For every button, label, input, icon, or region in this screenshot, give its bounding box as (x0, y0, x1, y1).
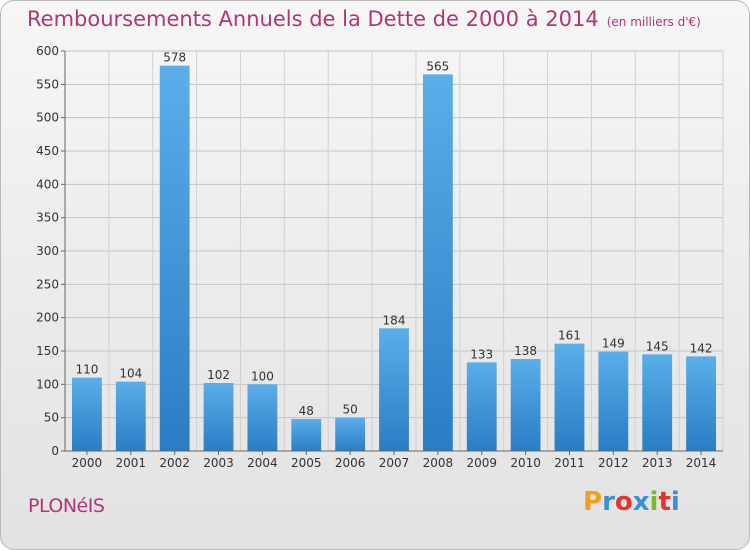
logo-letter: r (602, 487, 615, 517)
x-tick-label-2010: 2010 (510, 456, 541, 470)
y-tick-label: 250 (36, 277, 59, 291)
y-tick-label: 200 (36, 311, 59, 325)
data-label-2004: 100 (251, 369, 274, 383)
bar-2014 (686, 356, 716, 451)
logo-letter: i (670, 487, 680, 517)
data-label-2011: 161 (558, 329, 581, 343)
y-tick-label: 600 (36, 44, 59, 58)
logo-letter: o (614, 487, 633, 517)
y-tick-label: 150 (36, 344, 59, 358)
x-tick-label-2008: 2008 (423, 456, 454, 470)
data-label-2002: 578 (163, 51, 186, 65)
logo-letter: i (649, 487, 659, 517)
y-tick-label: 500 (36, 111, 59, 125)
data-label-2013: 145 (646, 339, 669, 353)
bar-2006 (335, 417, 366, 451)
logo-letter: x (632, 487, 650, 517)
data-label-2014: 142 (690, 341, 713, 355)
data-label-2001: 104 (119, 367, 142, 381)
x-tick-label-2012: 2012 (598, 456, 629, 470)
bar-2013 (642, 354, 673, 451)
data-label-2003: 102 (207, 368, 230, 382)
bar-2010 (510, 359, 541, 451)
logo-letter: t (658, 487, 671, 517)
x-tick-label-2014: 2014 (686, 456, 717, 470)
proxiti-logo: Proxiti (583, 487, 680, 517)
x-tick-label-2001: 2001 (116, 456, 147, 470)
data-label-2006: 50 (342, 403, 357, 417)
axes (61, 50, 723, 455)
x-tick-label-2013: 2013 (642, 456, 673, 470)
x-tick-label-2005: 2005 (291, 456, 322, 470)
bar-2005 (291, 419, 322, 451)
y-tick-label: 350 (36, 211, 59, 225)
data-label-2000: 110 (75, 363, 98, 377)
y-tick-label: 100 (36, 377, 59, 391)
labels: 0501001502002503003504004505005506001102… (36, 44, 716, 470)
commune-name: PLONéIS (28, 495, 105, 517)
x-tick-label-2004: 2004 (247, 456, 278, 470)
x-tick-label-2006: 2006 (335, 456, 366, 470)
chart-title: Remboursements Annuels de la Dette de 20… (27, 7, 701, 31)
data-label-2009: 133 (470, 347, 493, 361)
bar-2012 (598, 351, 629, 451)
data-label-2005: 48 (299, 404, 314, 418)
bar-2008 (422, 74, 453, 451)
bar-2011 (554, 343, 585, 451)
chart-title-text: Remboursements Annuels de la Dette de 20… (27, 7, 599, 31)
bar-2000 (72, 377, 102, 451)
x-tick-label-2000: 2000 (72, 456, 103, 470)
y-tick-label: 400 (36, 177, 59, 191)
y-tick-label: 50 (44, 411, 59, 425)
y-tick-label: 300 (36, 244, 59, 258)
x-tick-label-2011: 2011 (554, 456, 585, 470)
data-label-2012: 149 (602, 337, 625, 351)
bar-2003 (203, 383, 234, 451)
data-label-2007: 184 (383, 313, 406, 327)
chart-unit: (en milliers d'€) (606, 15, 701, 29)
bar-2009 (466, 362, 497, 451)
bars (72, 65, 716, 452)
y-tick-label: 450 (36, 144, 59, 158)
x-tick-label-2009: 2009 (466, 456, 497, 470)
logo-letter: P (583, 487, 603, 517)
data-label-2010: 138 (514, 344, 537, 358)
y-tick-label: 0 (51, 444, 59, 458)
bar-2007 (379, 328, 409, 451)
x-tick-label-2003: 2003 (203, 456, 234, 470)
bar-2001 (115, 381, 146, 451)
x-tick-label-2007: 2007 (379, 456, 410, 470)
bar-2004 (247, 384, 278, 451)
bar-2002 (159, 65, 190, 452)
x-tick-label-2002: 2002 (159, 456, 190, 470)
data-label-2008: 565 (426, 59, 449, 73)
y-tick-label: 550 (36, 77, 59, 91)
